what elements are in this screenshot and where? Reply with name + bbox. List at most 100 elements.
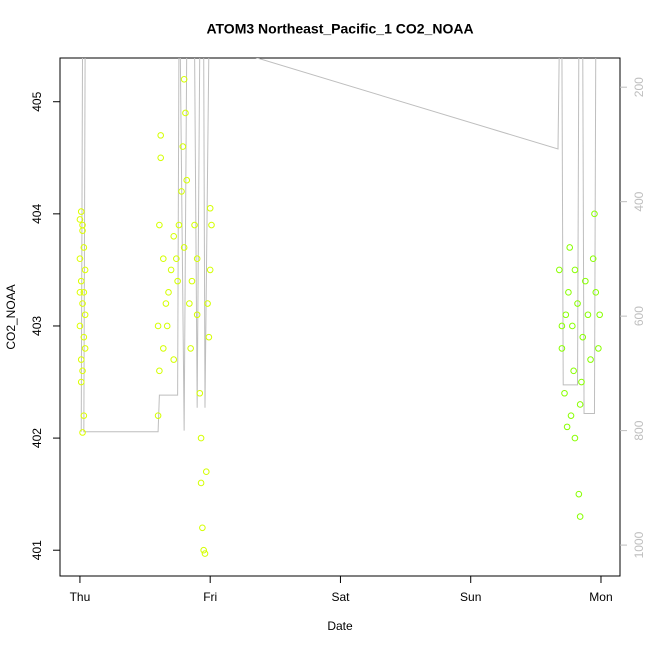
point bbox=[591, 210, 598, 218]
point bbox=[575, 490, 583, 498]
point bbox=[156, 221, 163, 229]
point bbox=[200, 546, 207, 554]
point bbox=[197, 479, 205, 487]
point bbox=[576, 513, 584, 520]
y-tick-label: 401 bbox=[30, 540, 44, 560]
point bbox=[199, 524, 206, 532]
point bbox=[157, 154, 164, 162]
point bbox=[589, 255, 597, 262]
plot-frame bbox=[59, 57, 621, 577]
line bbox=[80, 58, 597, 433]
point bbox=[595, 345, 602, 352]
point bbox=[206, 266, 214, 274]
point bbox=[163, 322, 171, 330]
point bbox=[592, 289, 600, 296]
point bbox=[175, 221, 183, 229]
point bbox=[582, 277, 589, 285]
point bbox=[206, 204, 214, 212]
chart-title: ATOM3 Northeast_Pacific_1 CO2_NOAA bbox=[206, 21, 473, 37]
point bbox=[80, 412, 88, 419]
point bbox=[80, 289, 88, 296]
point bbox=[193, 311, 201, 319]
y2-tick-label: 1000 bbox=[632, 531, 646, 558]
y-tick-label: 402 bbox=[30, 428, 44, 448]
point bbox=[193, 255, 201, 262]
point bbox=[76, 255, 84, 262]
y2-tick-label: 600 bbox=[632, 306, 646, 326]
point bbox=[201, 550, 209, 557]
point bbox=[565, 289, 572, 296]
point bbox=[179, 143, 187, 150]
point bbox=[205, 333, 213, 341]
point bbox=[77, 277, 85, 285]
point bbox=[154, 322, 162, 330]
point bbox=[77, 356, 85, 363]
point bbox=[587, 356, 594, 363]
point bbox=[79, 367, 86, 375]
point bbox=[180, 244, 188, 251]
point bbox=[170, 356, 178, 363]
point bbox=[202, 468, 210, 476]
x-tick-label: Mon bbox=[589, 590, 612, 604]
point bbox=[80, 244, 88, 251]
point bbox=[187, 345, 194, 352]
x-tick-label: Fri bbox=[203, 590, 217, 604]
point bbox=[561, 389, 568, 397]
point bbox=[80, 333, 88, 341]
point bbox=[157, 132, 164, 139]
point bbox=[578, 378, 585, 386]
point bbox=[566, 244, 574, 251]
point bbox=[79, 221, 86, 229]
point bbox=[571, 266, 579, 274]
point bbox=[77, 378, 85, 386]
point bbox=[170, 232, 178, 240]
point bbox=[76, 322, 84, 330]
point bbox=[159, 345, 167, 352]
point bbox=[174, 277, 181, 285]
point bbox=[162, 300, 170, 307]
x-tick-label: Sat bbox=[331, 590, 350, 604]
y2-tick-label: 400 bbox=[632, 191, 646, 211]
point bbox=[567, 412, 575, 419]
point bbox=[159, 255, 167, 262]
point bbox=[558, 322, 566, 330]
point bbox=[173, 255, 180, 262]
point bbox=[596, 311, 603, 319]
point bbox=[186, 300, 193, 307]
point bbox=[204, 300, 211, 307]
x-axis-label: Date bbox=[327, 619, 353, 633]
point bbox=[563, 423, 571, 431]
point bbox=[576, 401, 584, 408]
point bbox=[574, 300, 581, 307]
plot-area bbox=[76, 58, 603, 557]
point bbox=[180, 76, 188, 83]
point bbox=[156, 367, 163, 375]
point bbox=[570, 367, 577, 375]
point bbox=[178, 188, 185, 195]
point bbox=[191, 221, 198, 229]
point bbox=[188, 277, 196, 285]
point bbox=[165, 289, 172, 296]
point bbox=[76, 289, 84, 296]
point bbox=[208, 221, 215, 229]
x-tick-label: Thu bbox=[70, 590, 91, 604]
point bbox=[154, 412, 162, 419]
point bbox=[584, 311, 592, 319]
point bbox=[167, 266, 175, 274]
point bbox=[571, 434, 579, 442]
point bbox=[76, 216, 84, 223]
point bbox=[81, 345, 89, 352]
point bbox=[558, 345, 566, 352]
point bbox=[569, 322, 576, 330]
point bbox=[77, 208, 85, 215]
point bbox=[555, 266, 563, 274]
point bbox=[182, 109, 189, 117]
point bbox=[79, 429, 86, 436]
y2-tick-label: 200 bbox=[632, 77, 646, 97]
x-tick-label: Sun bbox=[460, 590, 481, 604]
point bbox=[196, 389, 204, 397]
y-axis-label: CO2_NOAA bbox=[4, 284, 18, 349]
point bbox=[197, 434, 205, 442]
y-tick-label: 403 bbox=[30, 316, 44, 336]
